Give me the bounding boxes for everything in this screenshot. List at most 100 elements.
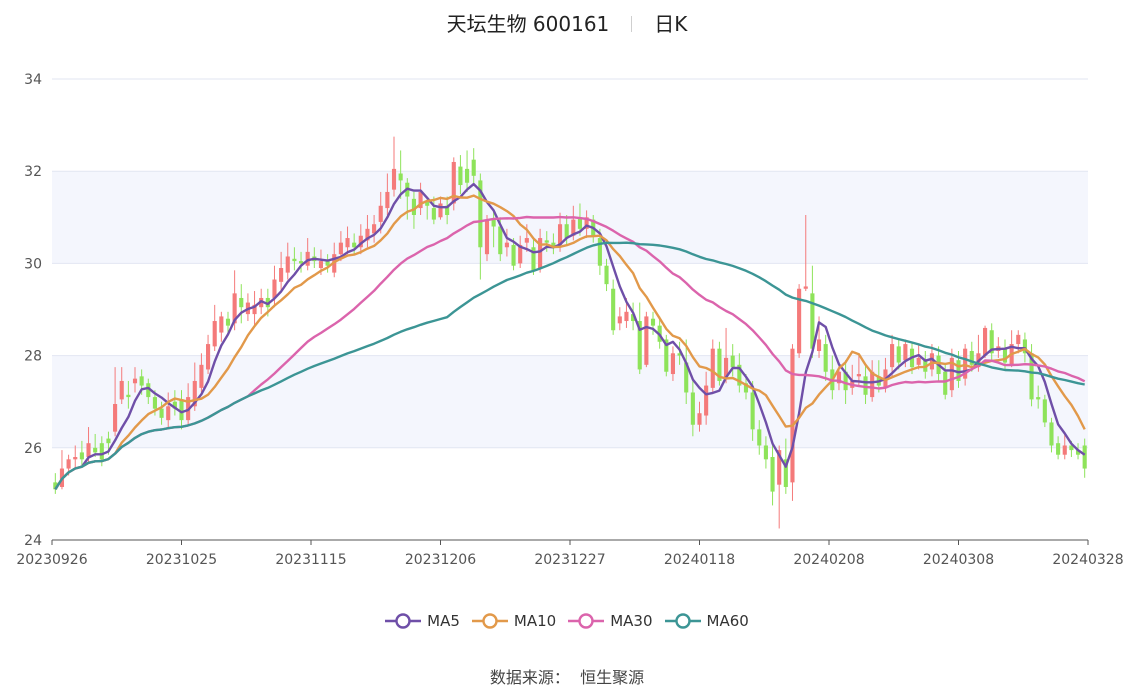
stock-name-code: 天坛生物 600161 (446, 12, 610, 36)
candle-body (963, 348, 968, 379)
candle (896, 339, 901, 370)
candle-body (1022, 339, 1027, 354)
candle-body (737, 364, 742, 386)
chart-title: 天坛生物 600161 日K (0, 8, 1134, 37)
x-tick-label: 20240308 (923, 552, 994, 568)
legend-item-ma5[interactable]: MA5 (385, 612, 460, 630)
candle-body (1069, 445, 1074, 451)
candle (491, 210, 496, 248)
candle-body (212, 321, 217, 347)
x-tick-label: 20240118 (664, 552, 735, 568)
candle-body (225, 318, 231, 326)
y-tick-label: 26 (24, 441, 42, 457)
candle-body (956, 360, 961, 381)
candle-body (863, 376, 868, 395)
candle (677, 341, 682, 365)
period-label: 日K (654, 12, 688, 36)
candle-body (411, 198, 416, 215)
candle-body (664, 339, 669, 372)
candle (1062, 433, 1067, 460)
candle-body (823, 344, 828, 372)
candle-body (206, 344, 211, 370)
candle-body (1056, 443, 1061, 455)
candle-body (318, 261, 324, 269)
candle-body (239, 297, 244, 308)
legend-item-ma60[interactable]: MA60 (664, 612, 749, 630)
candle (1016, 330, 1021, 354)
candle-body (896, 346, 901, 363)
candle-body (1016, 334, 1021, 345)
candle (372, 214, 377, 243)
candle (385, 173, 390, 215)
candle-body (670, 353, 675, 375)
candle-body (969, 350, 974, 365)
candle-body (611, 288, 616, 331)
series-line-ma60 (54, 241, 1085, 490)
x-tick-label: 20231025 (146, 552, 217, 568)
candle (637, 302, 642, 375)
candle-body (544, 240, 549, 243)
candle-body (418, 191, 423, 209)
legend-marker (471, 613, 508, 629)
candle-body (684, 362, 689, 393)
candle-body (192, 380, 197, 407)
legend-item-ma10[interactable]: MA10 (471, 612, 556, 630)
candlestick-chart: 24 26 28 30 32 34 20230926 20231025 20231115 2023… (16, 72, 1123, 568)
candle-body (783, 459, 788, 487)
candle-body (949, 357, 954, 391)
candle-body (93, 447, 98, 453)
legend-item-ma30[interactable]: MA30 (568, 612, 653, 630)
candle-body (870, 371, 875, 398)
candle (890, 334, 895, 377)
candle-body (425, 201, 430, 206)
candle-body (511, 244, 516, 266)
title-separator (631, 16, 633, 32)
candle (1036, 385, 1041, 409)
candle (1009, 330, 1014, 368)
candle-body (856, 374, 861, 377)
legend-marker (385, 613, 422, 629)
candle-body (372, 224, 377, 234)
candle-body (398, 173, 403, 181)
candle-body (252, 304, 257, 315)
candle (504, 228, 509, 257)
candle-body (491, 219, 496, 227)
candle (73, 445, 78, 469)
candle (212, 304, 217, 351)
candle (391, 136, 397, 197)
data-source: 数据来源： 恒生聚源 (0, 664, 1134, 688)
candle-body (929, 353, 934, 370)
candle (465, 150, 470, 192)
candle (458, 155, 463, 195)
candle (325, 254, 330, 273)
candle (272, 265, 277, 308)
candle (345, 226, 350, 255)
candle (418, 182, 423, 215)
candle-body (139, 376, 144, 386)
candle-body (564, 224, 569, 239)
candle-body (916, 357, 921, 365)
candle-body (644, 316, 649, 365)
candle-body (518, 244, 523, 264)
candle (551, 233, 556, 255)
candle (584, 210, 589, 239)
candle-body (690, 392, 695, 425)
candle (710, 339, 715, 393)
candle (172, 390, 177, 416)
x-tick-label: 20240208 (793, 552, 864, 568)
candle-body (113, 404, 118, 432)
candle-body (836, 371, 842, 384)
candle (704, 371, 709, 425)
candle (1056, 436, 1061, 460)
candle-body (504, 242, 509, 248)
candle (757, 420, 762, 455)
candle-body (325, 261, 330, 266)
candle (285, 242, 290, 280)
candle-body (465, 168, 470, 183)
candle-body (159, 408, 164, 418)
candle-body (730, 355, 735, 368)
candle-body (285, 256, 290, 273)
candle (252, 291, 257, 326)
candle-body (757, 429, 762, 446)
candle (604, 258, 609, 292)
